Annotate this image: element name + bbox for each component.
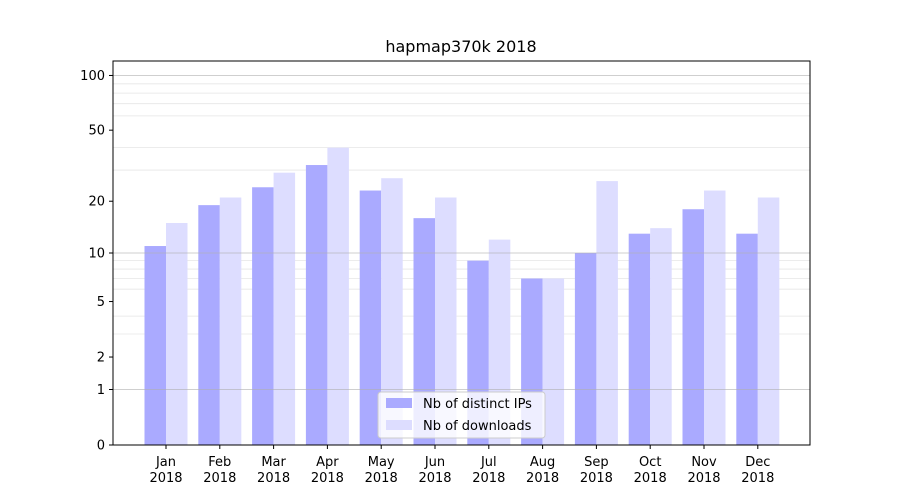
x-tick-label-year: 2018: [580, 471, 613, 486]
y-tick-label: 10: [88, 247, 105, 262]
bar-distinct-ips-jan: [144, 246, 166, 445]
bar-distinct-ips-may: [359, 190, 382, 445]
x-tick-label-month: Dec: [745, 455, 770, 470]
y-tick-label: 20: [88, 195, 105, 210]
chart-title: hapmap370k 2018: [385, 37, 536, 56]
x-tick-label-month: Aug: [530, 455, 555, 470]
bar-distinct-ips-jun: [413, 218, 435, 445]
bars: [113, 75, 810, 446]
y-tick-label: 1: [97, 383, 105, 398]
y-tick-label: 2: [97, 351, 105, 366]
x-axis: Jan2018Feb2018Mar2018Apr2018May2018Jun20…: [149, 445, 774, 486]
y-tick-label: 100: [80, 69, 105, 84]
x-tick-label-year: 2018: [257, 471, 290, 486]
x-tick-label-month: Jul: [480, 455, 497, 470]
y-tick-label: 5: [97, 295, 105, 310]
legend-label-distinct-ips: Nb of distinct IPs: [423, 397, 532, 412]
x-tick-label-month: Jun: [424, 455, 445, 470]
bar-downloads-aug: [542, 278, 565, 445]
bar-downloads-mar: [273, 172, 296, 445]
x-tick-label-year: 2018: [365, 471, 398, 486]
bar-downloads-feb: [219, 197, 242, 445]
bar-distinct-ips-nov: [682, 209, 704, 445]
x-tick-label-year: 2018: [634, 471, 667, 486]
x-tick-label-month: Nov: [691, 455, 717, 470]
bar-distinct-ips-feb: [198, 205, 220, 445]
x-tick-label-month: Oct: [639, 455, 661, 470]
bar-downloads-may: [381, 178, 403, 446]
x-tick-label-year: 2018: [311, 471, 344, 486]
bar-distinct-ips-mar: [252, 187, 274, 445]
x-tick-label-year: 2018: [687, 471, 720, 486]
bar-downloads-jan: [166, 222, 188, 445]
bar-downloads-oct: [650, 228, 672, 445]
bar-downloads-dec: [757, 197, 780, 445]
x-tick-label-year: 2018: [741, 471, 774, 486]
x-tick-label-year: 2018: [149, 471, 182, 486]
x-tick-label-month: May: [368, 455, 395, 470]
bar-downloads-apr: [327, 147, 349, 445]
y-axis: 0 1 2 5 10 20 50 100: [80, 69, 113, 454]
bar-distinct-ips-dec: [736, 233, 758, 445]
bar-downloads-jun: [435, 197, 457, 445]
legend-label-downloads: Nb of downloads: [423, 419, 532, 434]
x-tick-label-month: Mar: [261, 455, 286, 470]
x-tick-label-year: 2018: [526, 471, 559, 486]
bar-distinct-ips-oct: [628, 233, 651, 445]
x-tick-label-month: Jan: [155, 455, 176, 470]
y-tick-label: 0: [97, 439, 105, 454]
legend-swatch-distinct-ips: [386, 398, 412, 408]
legend: Nb of distinct IPs Nb of downloads: [377, 391, 546, 439]
legend-swatch-downloads: [386, 420, 412, 430]
x-tick-label-month: Sep: [584, 455, 609, 470]
x-tick-label-month: Apr: [316, 455, 339, 470]
y-tick-label: 50: [88, 124, 105, 139]
bar-downloads-sep: [596, 181, 618, 445]
bar-downloads-nov: [704, 190, 726, 445]
bar-distinct-ips-sep: [574, 253, 597, 445]
x-tick-label-month: Feb: [208, 455, 231, 470]
bar-distinct-ips-apr: [305, 165, 328, 445]
x-tick-label-year: 2018: [472, 471, 505, 486]
x-tick-label-year: 2018: [418, 471, 451, 486]
x-tick-label-year: 2018: [203, 471, 236, 486]
legend-box: [377, 391, 546, 439]
